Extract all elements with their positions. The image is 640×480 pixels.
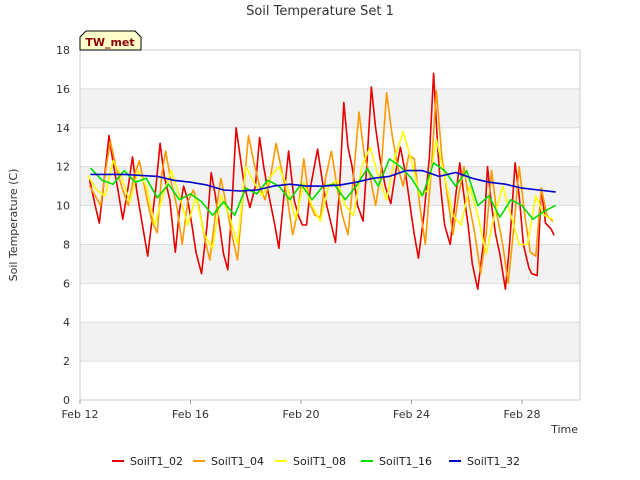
tw-met-badge: TW_met — [79, 30, 142, 51]
y-tick-label: 6 — [63, 277, 70, 290]
series-line-soilt1_04 — [88, 90, 554, 285]
series-line-soilt1_02 — [88, 72, 555, 290]
legend: SoilT1_02 SoilT1_04 SoilT1_08 SoilT1_16 Soil… — [112, 455, 520, 468]
x-tick-label: Feb 20 — [283, 408, 320, 421]
plot-band — [80, 244, 580, 284]
legend-item-soilt1_02: SoilT1_02 — [112, 455, 183, 468]
y-tick-label: 18 — [56, 44, 70, 57]
legend-item-soilt1_32: SoilT1_32 — [449, 455, 520, 468]
plot-band — [80, 361, 580, 400]
x-tick-label: Feb 28 — [503, 408, 540, 421]
y-axis-ticks: 0 2 4 6 8 10 12 14 16 18 — [56, 44, 70, 407]
y-tick-label: 8 — [63, 238, 70, 251]
plot-band — [80, 283, 580, 323]
legend-item-soilt1_04: SoilT1_04 — [193, 455, 264, 468]
badge-label: TW_met — [85, 36, 134, 49]
series-lines — [87, 72, 556, 290]
badge-shape — [79, 30, 142, 51]
y-tick-label: 2 — [63, 355, 70, 368]
y-tick-label: 16 — [56, 83, 70, 96]
x-axis-ticks: Feb 12 Feb 16 Feb 20 Feb 24 Feb 28 — [62, 400, 540, 421]
x-tick-label: Feb 24 — [393, 408, 430, 421]
series-line-soilt1_32 — [90, 169, 556, 193]
y-tick-label: 0 — [63, 394, 70, 407]
y-tick-label: 10 — [56, 200, 70, 213]
legend-label: SoilT1_08 — [293, 455, 346, 468]
y-tick-label: 12 — [56, 161, 70, 174]
legend-label: SoilT1_02 — [130, 455, 183, 468]
x-tick-label: Feb 12 — [62, 408, 99, 421]
y-axis-label: Soil Temperature (C) — [7, 169, 20, 282]
x-tick-label: Feb 16 — [172, 408, 209, 421]
legend-item-soilt1_16: SoilT1_16 — [361, 455, 432, 468]
y-tick-label: 14 — [56, 122, 70, 135]
legend-label: SoilT1_16 — [379, 455, 432, 468]
plot-band — [80, 88, 580, 128]
legend-item-soilt1_08: SoilT1_08 — [275, 455, 346, 468]
chart-title: Soil Temperature Set 1 — [246, 4, 394, 19]
legend-label: SoilT1_04 — [211, 455, 264, 468]
plot-area-border — [79, 49, 581, 401]
legend-label: SoilT1_32 — [467, 455, 520, 468]
plot-band — [80, 322, 580, 362]
x-axis-label: Time — [550, 423, 578, 436]
plot-band — [80, 50, 580, 89]
plot-bands — [80, 49, 580, 401]
y-tick-label: 4 — [63, 316, 70, 329]
